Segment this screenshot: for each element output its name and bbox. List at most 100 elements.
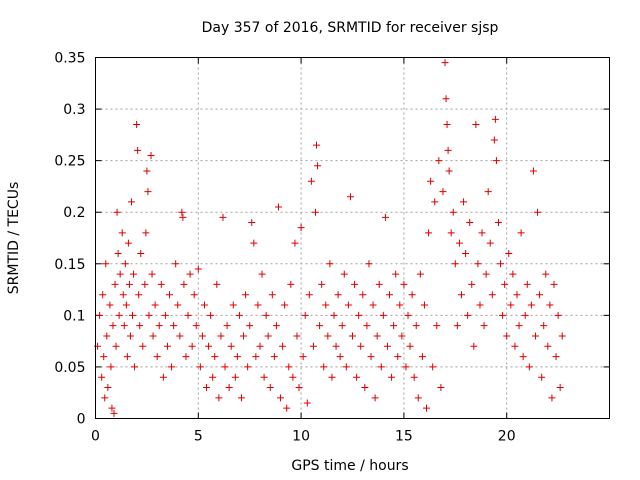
data-point (100, 353, 107, 360)
data-point (509, 271, 516, 278)
data-point (546, 302, 553, 309)
data-point (419, 353, 426, 360)
data-point (254, 302, 261, 309)
data-point (114, 209, 121, 216)
data-point (179, 214, 186, 221)
data-point (528, 302, 535, 309)
data-point (365, 260, 372, 267)
data-point (283, 405, 290, 412)
data-point (164, 343, 171, 350)
plot-frame (96, 58, 610, 419)
data-point (384, 343, 391, 350)
data-point (511, 343, 518, 350)
data-point (326, 260, 333, 267)
data-point (456, 240, 463, 247)
data-point (479, 229, 486, 236)
data-point (259, 271, 266, 278)
data-point (232, 374, 239, 381)
data-point (522, 312, 529, 319)
data-point (550, 281, 557, 288)
data-point (316, 322, 323, 329)
data-point (347, 193, 354, 200)
data-point (98, 374, 105, 381)
data-point (396, 302, 403, 309)
data-point (450, 209, 457, 216)
data-point (538, 374, 545, 381)
data-point (185, 312, 192, 319)
data-point (433, 322, 440, 329)
data-point (152, 302, 159, 309)
data-point (240, 332, 247, 339)
data-point (154, 353, 161, 360)
data-point (411, 374, 418, 381)
data-point (265, 332, 272, 339)
data-point (368, 353, 375, 360)
data-point (141, 281, 148, 288)
data-point (256, 343, 263, 350)
data-point (532, 332, 539, 339)
data-point (224, 322, 231, 329)
data-point (553, 353, 560, 360)
data-point (106, 302, 113, 309)
data-point (176, 332, 183, 339)
data-point (285, 363, 292, 370)
data-point (298, 224, 305, 231)
data-point (518, 229, 525, 236)
data-point (472, 121, 479, 128)
data-point (540, 322, 547, 329)
data-point (187, 271, 194, 278)
data-point (324, 332, 331, 339)
data-point (452, 260, 459, 267)
data-point (374, 332, 381, 339)
data-point (116, 312, 123, 319)
data-point (353, 374, 360, 381)
data-point (446, 167, 453, 174)
data-point (363, 322, 370, 329)
data-point (318, 281, 325, 288)
data-point (135, 291, 142, 298)
data-point (445, 147, 452, 154)
data-point (281, 302, 288, 309)
axis-tick-labels: 0 5 10 15 20 0 0.05 0.1 0.15 0.2 0.25 0.3 0.35 (54, 51, 515, 445)
data-point (372, 394, 379, 401)
data-point (534, 209, 541, 216)
data-point (481, 322, 488, 329)
data-point (121, 322, 128, 329)
data-point (555, 312, 562, 319)
data-point (160, 374, 167, 381)
data-point (310, 343, 317, 350)
y-tick-label: 0.1 (63, 308, 85, 324)
data-point (349, 332, 356, 339)
data-point (526, 363, 533, 370)
x-axis-label: GPS time / hours (291, 458, 408, 474)
data-point (107, 363, 114, 370)
data-point (182, 353, 189, 360)
data-point (267, 384, 274, 391)
data-point (400, 281, 407, 288)
data-point (442, 59, 449, 66)
data-point (536, 291, 543, 298)
data-point (102, 260, 109, 267)
y-tick-label: 0.25 (54, 154, 85, 170)
x-tick-label: 15 (395, 429, 413, 445)
data-point (487, 240, 494, 247)
data-point (392, 271, 399, 278)
data-point (421, 302, 428, 309)
data-point (120, 291, 127, 298)
data-point (448, 229, 455, 236)
data-point (168, 363, 175, 370)
data-point (423, 405, 430, 412)
data-point (261, 374, 268, 381)
data-point (302, 312, 309, 319)
data-point (112, 281, 119, 288)
data-point (542, 271, 549, 278)
data-point (489, 291, 496, 298)
data-point (341, 271, 348, 278)
data-point (499, 312, 506, 319)
data-point (435, 157, 442, 164)
data-point (548, 394, 555, 401)
data-point (148, 152, 155, 159)
data-point (236, 312, 243, 319)
data-point (205, 343, 212, 350)
data-point (131, 363, 138, 370)
